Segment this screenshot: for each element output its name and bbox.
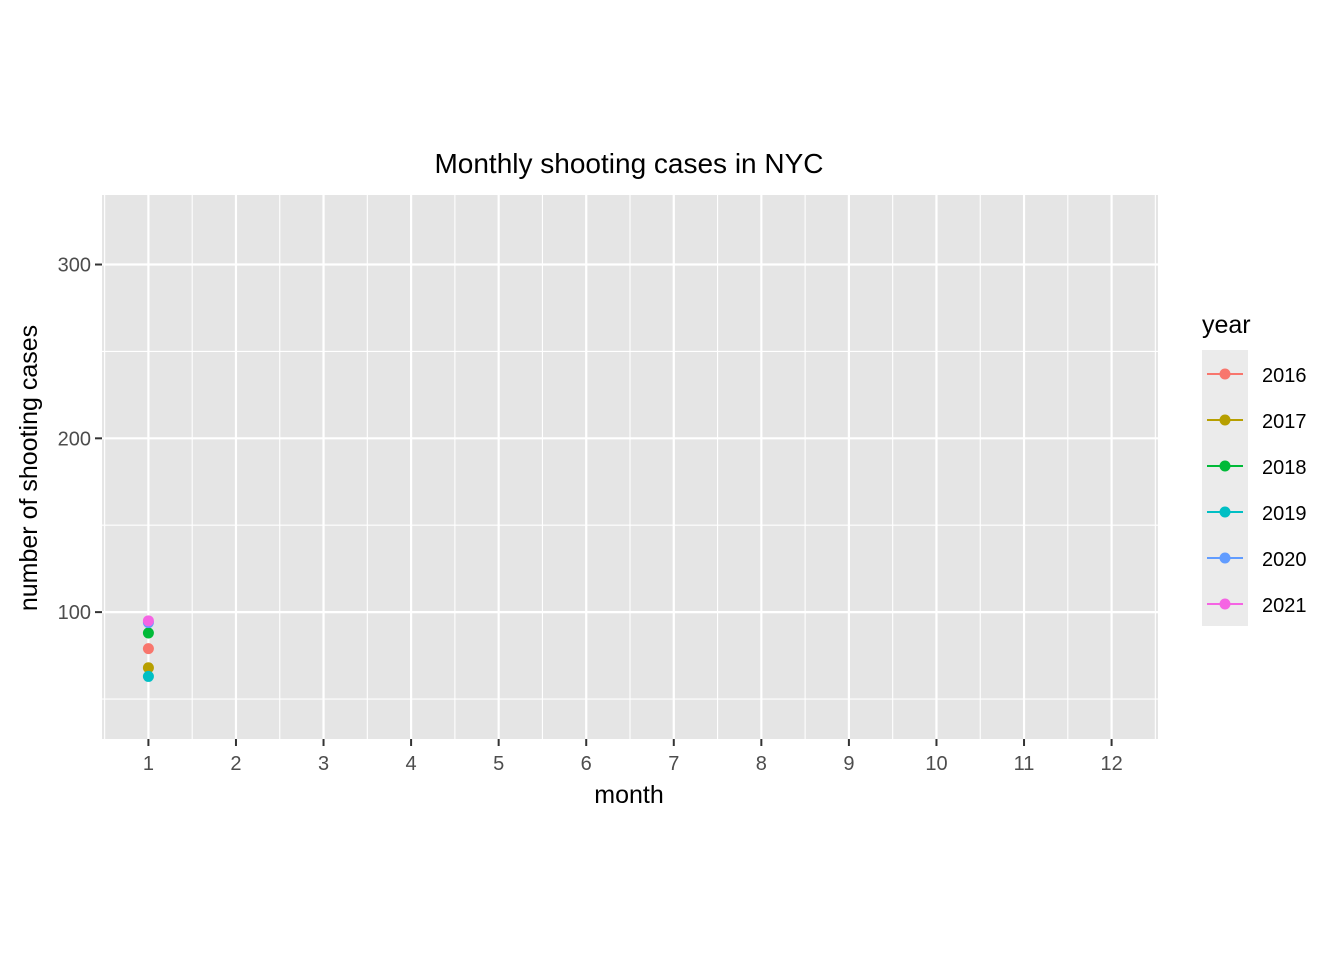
legend-label: 2019 <box>1262 503 1307 525</box>
legend-item-2021: 2021 <box>1207 595 1307 617</box>
chart-title: Monthly shooting cases in NYC <box>434 148 823 179</box>
series-layer <box>142 615 154 682</box>
legend-key-point <box>1219 506 1231 518</box>
x-tick-label: 11 <box>1014 753 1035 775</box>
legend-item-2016: 2016 <box>1207 365 1307 387</box>
y-tick-label: 100 <box>58 602 91 624</box>
legend-label: 2016 <box>1262 365 1307 387</box>
data-point <box>142 627 154 639</box>
x-tick-label: 6 <box>581 753 592 775</box>
legend: year 2016 2017 2018 2019 2020 2021 <box>1202 311 1307 626</box>
y-tick-label: 300 <box>58 255 91 277</box>
legend-label: 2021 <box>1262 595 1307 617</box>
x-tick-label: 1 <box>143 753 154 775</box>
x-tick-label: 3 <box>318 753 329 775</box>
legend-item-2018: 2018 <box>1207 457 1307 479</box>
data-point <box>142 662 154 674</box>
series-2017 <box>142 662 154 674</box>
legend-key-point <box>1219 460 1231 472</box>
series-2019 <box>142 670 154 682</box>
legend-label: 2018 <box>1262 457 1307 479</box>
minor-gridlines <box>102 195 1158 739</box>
legend-item-2017: 2017 <box>1207 411 1307 433</box>
y-axis: 100 200 300 <box>58 255 102 624</box>
x-tick-label: 5 <box>493 753 504 775</box>
y-tick-label: 200 <box>58 428 91 450</box>
legend-item-2020: 2020 <box>1207 549 1307 571</box>
legend-label: 2017 <box>1262 411 1307 433</box>
data-point <box>142 615 154 627</box>
x-axis-title: month <box>594 781 663 809</box>
legend-key-point <box>1219 598 1231 610</box>
data-point <box>142 643 154 655</box>
series-2016 <box>142 643 154 655</box>
legend-key-point <box>1219 368 1231 380</box>
series-2018 <box>142 627 154 639</box>
series-2021 <box>142 615 154 627</box>
legend-key-point <box>1219 414 1231 426</box>
legend-key-background <box>1202 350 1248 626</box>
x-tick-label: 8 <box>756 753 767 775</box>
y-axis-title: number of shooting cases <box>15 325 43 611</box>
x-tick-label: 12 <box>1100 753 1122 775</box>
data-point <box>142 670 154 682</box>
major-gridlines <box>102 195 1158 739</box>
legend-item-2019: 2019 <box>1207 503 1307 525</box>
x-tick-label: 7 <box>668 753 679 775</box>
x-tick-label: 4 <box>406 753 417 775</box>
legend-label: 2020 <box>1262 549 1307 571</box>
legend-items: 2016 2017 2018 2019 2020 2021 <box>1207 365 1307 617</box>
legend-title: year <box>1202 311 1251 339</box>
x-tick-label: 2 <box>230 753 241 775</box>
x-tick-label: 9 <box>843 753 854 775</box>
x-axis: 1 2 3 4 5 6 7 8 9 10 11 12 <box>143 739 1123 775</box>
x-tick-label: 10 <box>925 753 947 775</box>
legend-key-point <box>1219 552 1231 564</box>
